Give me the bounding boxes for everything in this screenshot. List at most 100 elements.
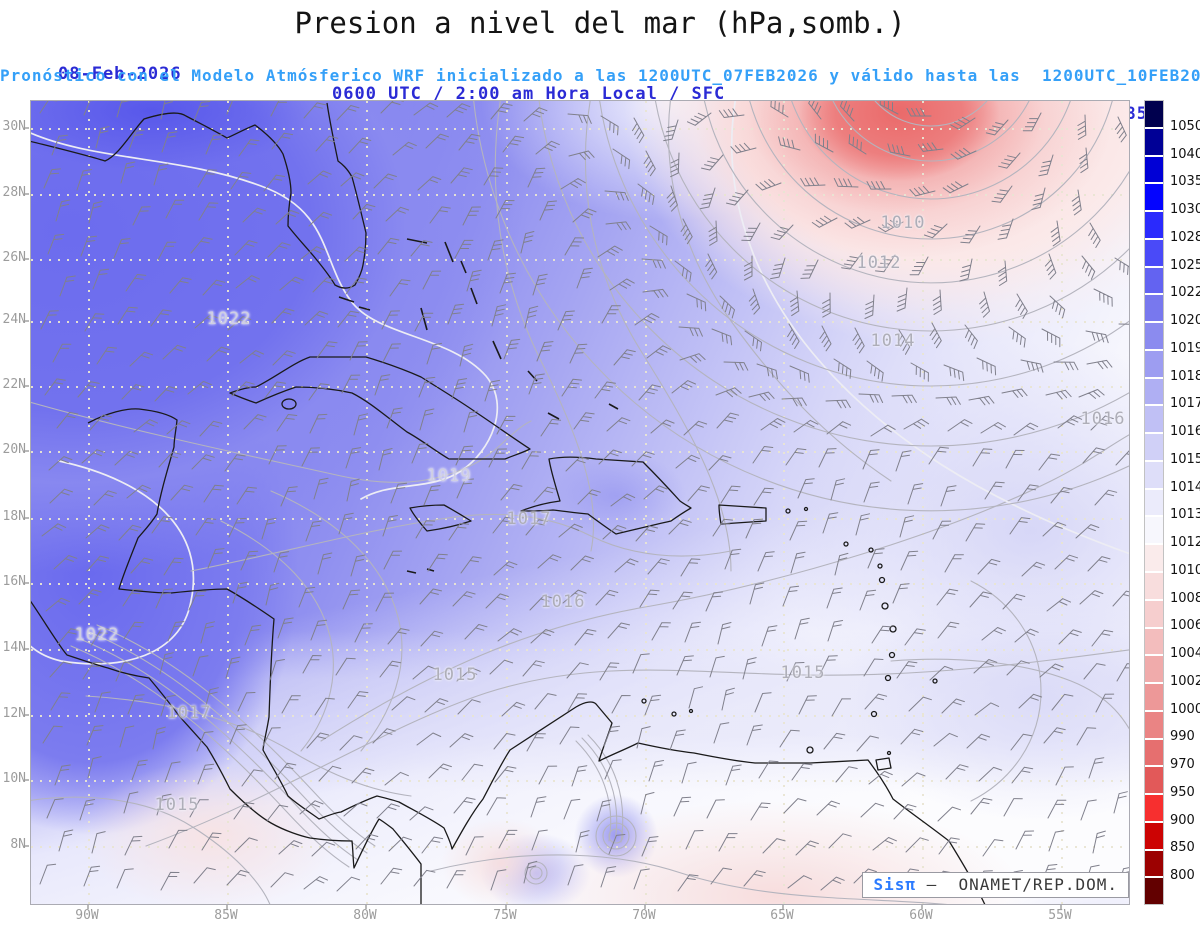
gridline-lat <box>31 649 1129 651</box>
coast-lesser-antilles <box>641 506 938 756</box>
forecast-subtitle: Pronóstico con el Modelo Atmósferico WRF… <box>0 66 1200 85</box>
colorbar-tick-label: 1022 <box>1170 285 1200 301</box>
isobar-value-label: 1015 <box>780 663 826 683</box>
lat-tick <box>25 845 29 847</box>
lon-tick-label: 75W <box>493 908 517 923</box>
colorbar-segment <box>1145 600 1163 627</box>
lon-tick <box>644 905 646 909</box>
colorbar-tick-label: 1030 <box>1170 202 1200 218</box>
colorbar-segment <box>1145 850 1163 877</box>
colorbar-segment <box>1145 406 1163 433</box>
colorbar-tick-label: 1050 <box>1170 118 1200 134</box>
lat-tick-label: 18N <box>2 509 26 524</box>
colorbar-segment <box>1145 684 1163 710</box>
lat-tick-label: 26N <box>2 250 26 265</box>
colorbar-segment <box>1145 628 1163 655</box>
isobar-value-label: 1010 <box>880 213 926 233</box>
pressure-map: 1022 1010 1012 1014 1016 1019 1017 1016 1015 1015… <box>30 100 1130 905</box>
lat-tick-label: 14N <box>2 640 26 655</box>
isobar-value-label: 1015 <box>154 795 200 815</box>
colorbar-segment <box>1145 295 1163 322</box>
colorbar-segment <box>1145 267 1163 294</box>
colorbar-segment <box>1145 573 1163 599</box>
lat-tick-label: 28N <box>2 185 26 200</box>
colorbar-tick-label: 1002 <box>1170 673 1200 689</box>
isobar-contours <box>31 101 1129 904</box>
attribution-brand: Sisπ <box>873 875 916 894</box>
isobar-value-label: 1012 <box>856 253 902 273</box>
coast-cuba <box>229 356 531 460</box>
gridline-lat <box>31 518 1129 520</box>
lat-tick <box>25 258 29 260</box>
page-title: Presion a nivel del mar (hPa,somb.) <box>294 6 906 40</box>
lat-tick-label: 30N <box>2 119 26 134</box>
colorbar-segment <box>1145 656 1163 683</box>
colorbar-tick-label: 970 <box>1170 757 1195 773</box>
attribution-box: Sisπ – ONAMET/REP.DOM. <box>862 872 1129 898</box>
lon-tick <box>1060 905 1062 909</box>
gridline-lat <box>31 846 1129 848</box>
map-overlay <box>31 101 1129 904</box>
colorbar-tick-label: 1017 <box>1170 396 1200 412</box>
gridline-lon <box>922 101 924 904</box>
header-info-line: 08-Feb-2026 0600 UTC / 2:00 am Hora Loca… <box>0 44 1200 124</box>
lon-tick <box>782 905 784 909</box>
isobar-value-label: 1015 <box>432 665 478 685</box>
lat-tick-label: 12N <box>2 706 26 721</box>
colorbar-segment <box>1145 739 1163 766</box>
colorbar-segment <box>1145 489 1163 516</box>
lat-tick-label: 24N <box>2 312 26 327</box>
wind-barbs <box>39 101 1129 892</box>
coast-isla-juventud <box>281 398 297 410</box>
colorbar-tick-label: 1035 <box>1170 174 1200 190</box>
colorbar-segment <box>1145 101 1163 127</box>
colorbar-segment <box>1145 822 1163 849</box>
gridline-lat <box>31 128 1129 130</box>
colorbar-segment <box>1145 128 1163 155</box>
gridline-lat <box>31 780 1129 782</box>
lat-tick <box>25 320 29 322</box>
colorbar-tick-label: 1000 <box>1170 701 1200 717</box>
gridline-lon <box>645 101 647 904</box>
colorbar-tick-label: 800 <box>1170 868 1195 884</box>
lon-tick <box>505 905 507 909</box>
colorbar-tick-label: 1010 <box>1170 562 1200 578</box>
lat-tick-label: 8N <box>10 837 26 852</box>
coast-hispaniola <box>520 456 692 535</box>
colorbar-tick-label: 1040 <box>1170 146 1200 162</box>
gridline-lon <box>783 101 785 904</box>
isobar-value-label: 1022 <box>206 309 252 329</box>
coast-florida-keys <box>338 296 371 311</box>
lat-tick <box>25 517 29 519</box>
gridline-lat <box>31 583 1129 585</box>
coastlines <box>31 102 986 904</box>
coast-us-gulf-florida <box>31 102 367 289</box>
colorbar-segment <box>1145 350 1163 377</box>
isobar-value-label: 1016 <box>1080 409 1126 429</box>
colorbar-tick-label: 1020 <box>1170 313 1200 329</box>
colorbar-segment <box>1145 239 1163 266</box>
colorbar-segment <box>1145 323 1163 349</box>
gridline-lon <box>88 101 90 904</box>
gridline-lat <box>31 259 1129 261</box>
lat-tick-label: 16N <box>2 574 26 589</box>
lat-tick <box>25 193 29 195</box>
lon-tick-label: 80W <box>353 908 377 923</box>
colorbar-tick-label: 1015 <box>1170 451 1200 467</box>
lat-tick <box>25 450 29 452</box>
gridline-lat <box>31 194 1129 196</box>
colorbar-segment <box>1145 461 1163 488</box>
coast-jamaica <box>409 504 472 532</box>
isobar-value-label: 1022 <box>74 625 120 645</box>
lon-tick-label: 65W <box>770 908 794 923</box>
lon-tick-label: 55W <box>1048 908 1072 923</box>
lat-tick <box>25 779 29 781</box>
coast-pacific <box>31 600 422 904</box>
colorbar-tick-label: 1004 <box>1170 646 1200 662</box>
colorbar-tick-label: 1014 <box>1170 479 1200 495</box>
gridline-lon <box>366 101 368 904</box>
lat-tick <box>25 714 29 716</box>
lon-tick <box>87 905 89 909</box>
coast-trinidad <box>875 757 892 771</box>
